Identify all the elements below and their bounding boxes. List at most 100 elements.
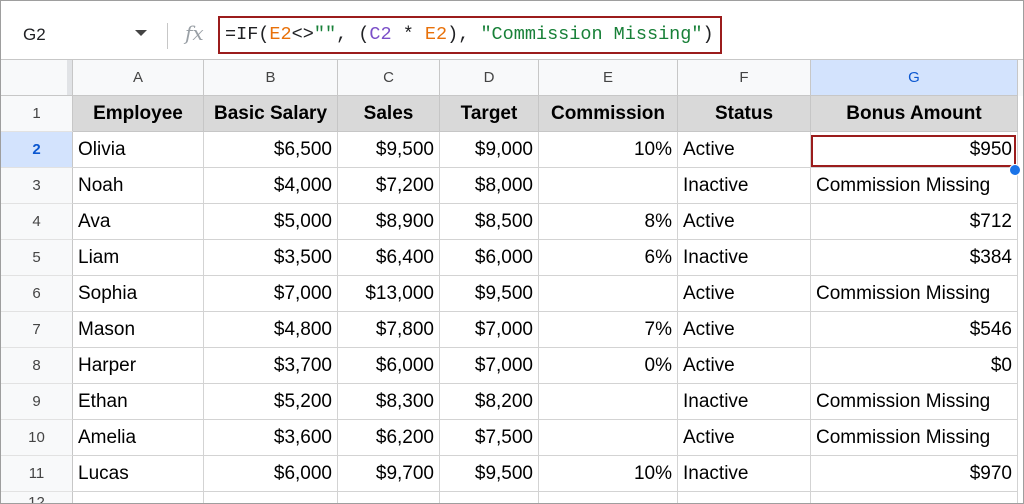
cell-c5[interactable]: $6,400 (338, 240, 440, 276)
cell-f11[interactable]: Inactive (678, 456, 811, 492)
cell-b3[interactable]: $4,000 (204, 168, 338, 204)
cell-b8[interactable]: $3,700 (204, 348, 338, 384)
cell-c6[interactable]: $13,000 (338, 276, 440, 312)
cell-e12[interactable] (539, 492, 678, 503)
cell-c11[interactable]: $9,700 (338, 456, 440, 492)
cell-b2[interactable]: $6,500 (204, 132, 338, 168)
cell-g11[interactable]: $970 (811, 456, 1018, 492)
row-header-2[interactable]: 2 (1, 132, 73, 168)
header-cell[interactable]: Status (678, 96, 811, 132)
column-header-c[interactable]: C (338, 60, 440, 96)
cell-f2[interactable]: Active (678, 132, 811, 168)
header-cell[interactable]: Sales (338, 96, 440, 132)
row-header-11[interactable]: 11 (1, 456, 73, 492)
header-cell[interactable]: Target (440, 96, 539, 132)
cell-a3[interactable]: Noah (73, 168, 204, 204)
cell-e5[interactable]: 6% (539, 240, 678, 276)
cell-g8[interactable]: $0 (811, 348, 1018, 384)
cell-e2[interactable]: 10% (539, 132, 678, 168)
cell-g3[interactable]: Commission Missing (811, 168, 1018, 204)
cell-b6[interactable]: $7,000 (204, 276, 338, 312)
cell-f8[interactable]: Active (678, 348, 811, 384)
fill-handle[interactable] (1009, 164, 1021, 176)
cell-a4[interactable]: Ava (73, 204, 204, 240)
cell-a7[interactable]: Mason (73, 312, 204, 348)
cell-c9[interactable]: $8,300 (338, 384, 440, 420)
row-header-6[interactable]: 6 (1, 276, 73, 312)
cell-c3[interactable]: $7,200 (338, 168, 440, 204)
cell-f10[interactable]: Active (678, 420, 811, 456)
cell-c12[interactable] (338, 492, 440, 503)
cell-e9[interactable] (539, 384, 678, 420)
cell-g5[interactable]: $384 (811, 240, 1018, 276)
cell-c4[interactable]: $8,900 (338, 204, 440, 240)
row-header-3[interactable]: 3 (1, 168, 73, 204)
cell-g7[interactable]: $546 (811, 312, 1018, 348)
cell-c10[interactable]: $6,200 (338, 420, 440, 456)
cell-a12[interactable] (73, 492, 204, 503)
column-header-b[interactable]: B (204, 60, 338, 96)
cell-f12[interactable] (678, 492, 811, 503)
cell-g12[interactable] (811, 492, 1018, 503)
column-header-a[interactable]: A (73, 60, 204, 96)
cell-a10[interactable]: Amelia (73, 420, 204, 456)
cell-e10[interactable] (539, 420, 678, 456)
cell-e7[interactable]: 7% (539, 312, 678, 348)
cell-c8[interactable]: $6,000 (338, 348, 440, 384)
cell-e6[interactable] (539, 276, 678, 312)
cell-f5[interactable]: Inactive (678, 240, 811, 276)
header-cell[interactable]: Basic Salary (204, 96, 338, 132)
row-header-9[interactable]: 9 (1, 384, 73, 420)
cell-a11[interactable]: Lucas (73, 456, 204, 492)
cell-e8[interactable]: 0% (539, 348, 678, 384)
cell-d11[interactable]: $9,500 (440, 456, 539, 492)
freeze-handle[interactable] (67, 60, 72, 95)
cell-d8[interactable]: $7,000 (440, 348, 539, 384)
cell-f4[interactable]: Active (678, 204, 811, 240)
cell-d9[interactable]: $8,200 (440, 384, 539, 420)
row-header-12[interactable]: 12 (1, 492, 73, 503)
cell-e11[interactable]: 10% (539, 456, 678, 492)
cell-c7[interactable]: $7,800 (338, 312, 440, 348)
column-header-g[interactable]: G (811, 60, 1018, 96)
cell-a5[interactable]: Liam (73, 240, 204, 276)
cell-d2[interactable]: $9,000 (440, 132, 539, 168)
header-cell[interactable]: Commission (539, 96, 678, 132)
cell-b5[interactable]: $3,500 (204, 240, 338, 276)
row-header-4[interactable]: 4 (1, 204, 73, 240)
cell-b12[interactable] (204, 492, 338, 503)
cell-d5[interactable]: $6,000 (440, 240, 539, 276)
select-all-corner[interactable] (1, 60, 73, 96)
name-box[interactable]: G2 (23, 25, 46, 44)
row-header-1[interactable]: 1 (1, 96, 73, 132)
cell-g2[interactable]: $950 (811, 132, 1018, 168)
cell-d7[interactable]: $7,000 (440, 312, 539, 348)
cell-b11[interactable]: $6,000 (204, 456, 338, 492)
cell-e3[interactable] (539, 168, 678, 204)
name-box-dropdown-icon[interactable] (135, 30, 147, 36)
cell-f3[interactable]: Inactive (678, 168, 811, 204)
cell-a8[interactable]: Harper (73, 348, 204, 384)
cell-d6[interactable]: $9,500 (440, 276, 539, 312)
cell-e4[interactable]: 8% (539, 204, 678, 240)
cell-g10[interactable]: Commission Missing (811, 420, 1018, 456)
cell-d10[interactable]: $7,500 (440, 420, 539, 456)
cell-f6[interactable]: Active (678, 276, 811, 312)
cell-b7[interactable]: $4,800 (204, 312, 338, 348)
cell-g4[interactable]: $712 (811, 204, 1018, 240)
column-header-f[interactable]: F (678, 60, 811, 96)
cell-d3[interactable]: $8,000 (440, 168, 539, 204)
row-header-8[interactable]: 8 (1, 348, 73, 384)
row-header-10[interactable]: 10 (1, 420, 73, 456)
cell-a6[interactable]: Sophia (73, 276, 204, 312)
cell-g6[interactable]: Commission Missing (811, 276, 1018, 312)
column-header-e[interactable]: E (539, 60, 678, 96)
formula-input[interactable]: =IF(E2<>"", (C2 * E2), "Commission Missi… (218, 16, 722, 54)
cell-a2[interactable]: Olivia (73, 132, 204, 168)
header-cell[interactable]: Bonus Amount (811, 96, 1018, 132)
cell-g9[interactable]: Commission Missing (811, 384, 1018, 420)
row-header-7[interactable]: 7 (1, 312, 73, 348)
cell-c2[interactable]: $9,500 (338, 132, 440, 168)
cell-b10[interactable]: $3,600 (204, 420, 338, 456)
cell-d12[interactable] (440, 492, 539, 503)
